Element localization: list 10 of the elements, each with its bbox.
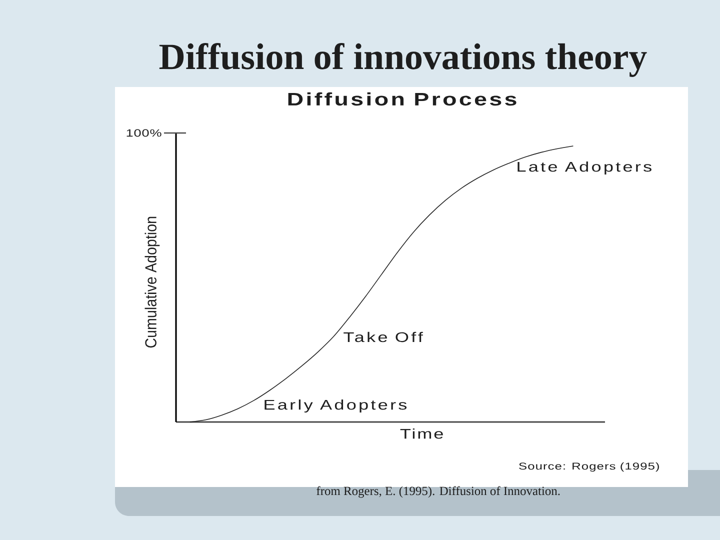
x-axis-title: Time [400,428,443,439]
text: 100% [126,129,162,137]
annotation: Take Off [344,332,423,342]
chart-subtitle: Diffusion Process [288,92,516,106]
text: from Rogers, E. (1995). Diffusion of Innovation. [316,486,560,498]
chart-title: Diffusion of innovations theory [159,43,647,77]
source-note: Source: Rogers (1995) [519,462,659,472]
annotation: Late Adopters [518,161,652,174]
y-axis-title: Cumulative Adoption [144,216,160,348]
annotation: Early Adopters [264,399,407,412]
